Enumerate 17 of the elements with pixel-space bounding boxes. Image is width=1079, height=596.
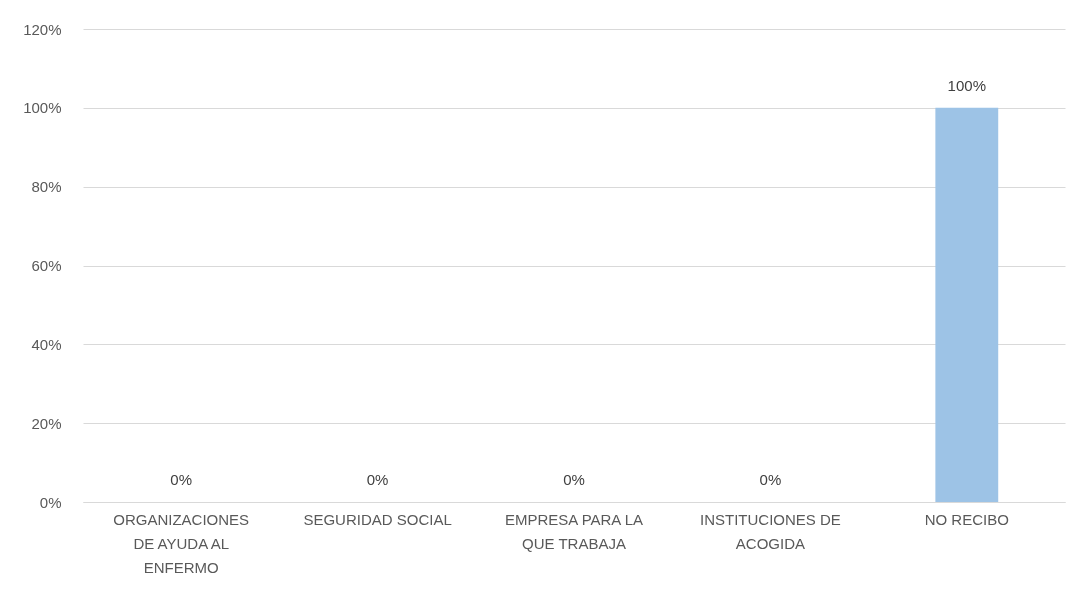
x-tick-label: ORGANIZACIONES DE AYUDA AL ENFERMO bbox=[113, 510, 250, 576]
y-tick-label: 0% bbox=[39, 493, 62, 511]
x-tick-label: SEGURIDAD SOCIAL bbox=[303, 510, 452, 528]
x-tick-label: INSTITUCIONES DE ACOGIDA bbox=[699, 510, 841, 552]
x-tick-label: EMPRESA PARA LA QUE TRABAJA bbox=[504, 510, 644, 552]
x-tick-label: NO RECIBO bbox=[924, 510, 1009, 528]
y-tick-label: 120% bbox=[23, 20, 62, 38]
y-tick-label: 60% bbox=[31, 257, 62, 274]
y-tick-label: 80% bbox=[31, 178, 62, 196]
y-tick-label: 100% bbox=[23, 99, 62, 117]
data-label: 0% bbox=[563, 471, 585, 488]
y-tick-label: 40% bbox=[31, 335, 62, 353]
data-label: 0% bbox=[366, 471, 389, 488]
y-tick-label: 20% bbox=[31, 414, 62, 432]
data-label: 100% bbox=[947, 76, 986, 94]
data-label: 0% bbox=[170, 471, 193, 488]
data-label: 0% bbox=[759, 471, 782, 488]
